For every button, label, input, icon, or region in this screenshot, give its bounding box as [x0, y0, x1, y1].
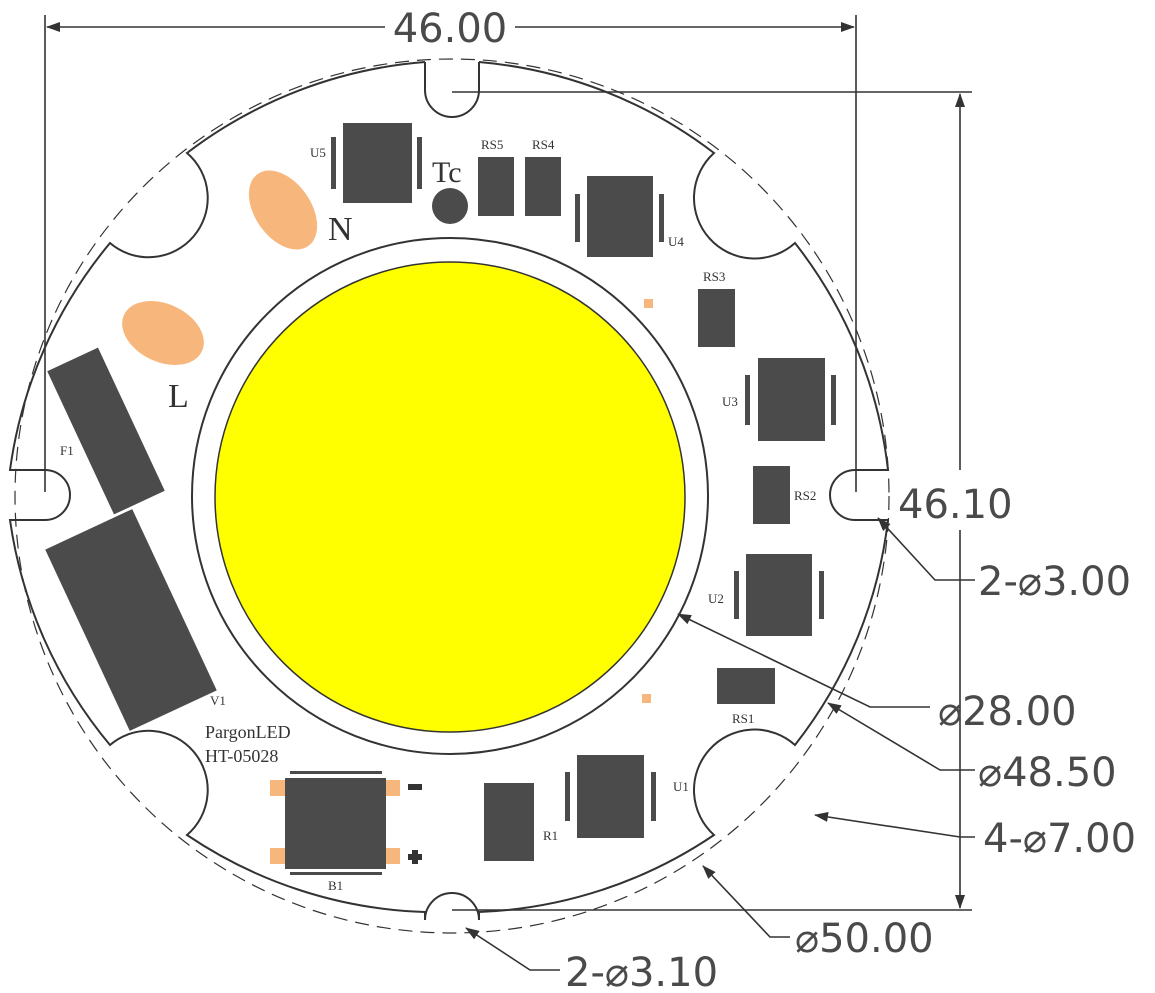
- leader-inner-4850: [827, 702, 975, 771]
- pad-l: [122, 301, 204, 365]
- u5-lead-l: [331, 137, 336, 189]
- u4-lead-r: [659, 194, 664, 242]
- dim-slot-700: 4-⌀7.00: [983, 816, 1136, 862]
- label-rs1: RS1: [732, 711, 754, 726]
- u5-lead-r: [417, 137, 422, 189]
- leader-outer-5000: [702, 865, 790, 938]
- outer-contour: [8, 61, 890, 921]
- brand-marking: PargonLED: [205, 722, 291, 742]
- b1-pad-bl: [270, 848, 286, 864]
- label-rs2: RS2: [794, 488, 816, 503]
- dim-hole-310: 2-⌀3.10: [565, 950, 718, 993]
- u3-lead-l: [745, 375, 750, 425]
- v1-body: [45, 509, 217, 731]
- tc-point: [432, 188, 468, 224]
- rs2-body: [753, 466, 790, 524]
- u1-lead-l: [565, 772, 570, 821]
- rs3-body: [698, 289, 735, 347]
- dim-inner-4850: ⌀48.50: [978, 750, 1117, 796]
- f1-body: [47, 347, 165, 515]
- u4-lead-l: [575, 194, 580, 242]
- rs1-body: [717, 668, 775, 704]
- b1-pad-tl: [270, 780, 286, 796]
- label-rs4: RS4: [532, 137, 555, 152]
- u1-body: [577, 755, 644, 838]
- r1-body: [484, 783, 534, 861]
- label-v1: V1: [210, 693, 226, 708]
- small-pad-bottom: [642, 694, 651, 703]
- label-n: N: [328, 211, 353, 248]
- b1-pad-tr: [384, 780, 400, 796]
- inner-dashed-circle: [14, 58, 890, 934]
- leader-led-2800: [677, 613, 930, 708]
- dim-height: 46.10: [898, 482, 1013, 528]
- leader-hole-300: [877, 517, 975, 581]
- u2-body: [746, 554, 812, 636]
- dim-outer-5000: ⌀50.00: [795, 916, 934, 962]
- dim-hole-300: 2-⌀3.00: [978, 559, 1131, 605]
- label-l: L: [168, 378, 189, 415]
- label-b1: B1: [328, 878, 343, 893]
- label-u1: U1: [673, 779, 689, 794]
- dim-width: 46.00: [393, 6, 508, 52]
- label-r1: R1: [543, 828, 558, 843]
- small-pad-top: [644, 299, 653, 308]
- label-u5: U5: [310, 145, 326, 160]
- u1-lead-r: [651, 772, 656, 821]
- label-rs3: RS3: [703, 269, 725, 284]
- leader-slot-700: [814, 812, 975, 838]
- b1-edge-bottom: [290, 872, 382, 875]
- label-f1: F1: [60, 443, 74, 458]
- model-marking: HT-05028: [205, 746, 278, 766]
- u2-lead-r: [819, 571, 824, 619]
- b1-edge-top: [290, 771, 382, 774]
- label-u4: U4: [668, 234, 684, 249]
- dim-led-2800: ⌀28.00: [938, 689, 1077, 735]
- b1-pad-br: [384, 848, 400, 864]
- u4-body: [587, 176, 653, 257]
- label-u3: U3: [722, 394, 738, 409]
- plus-sign-v: [412, 850, 418, 864]
- u3-body: [758, 358, 825, 441]
- label-u2: U2: [708, 591, 724, 606]
- leader-hole-310: [465, 927, 560, 971]
- u2-lead-l: [734, 571, 739, 619]
- label-rs5: RS5: [481, 137, 503, 152]
- led-emitter: [214, 261, 686, 733]
- minus-sign: [408, 784, 422, 790]
- rs4-body: [525, 157, 561, 216]
- pad-n: [248, 170, 318, 250]
- u3-lead-r: [831, 375, 836, 425]
- b1-body: [285, 778, 386, 869]
- label-tc: Tc: [432, 156, 462, 189]
- u5-body: [343, 123, 412, 203]
- rs5-body: [478, 157, 514, 216]
